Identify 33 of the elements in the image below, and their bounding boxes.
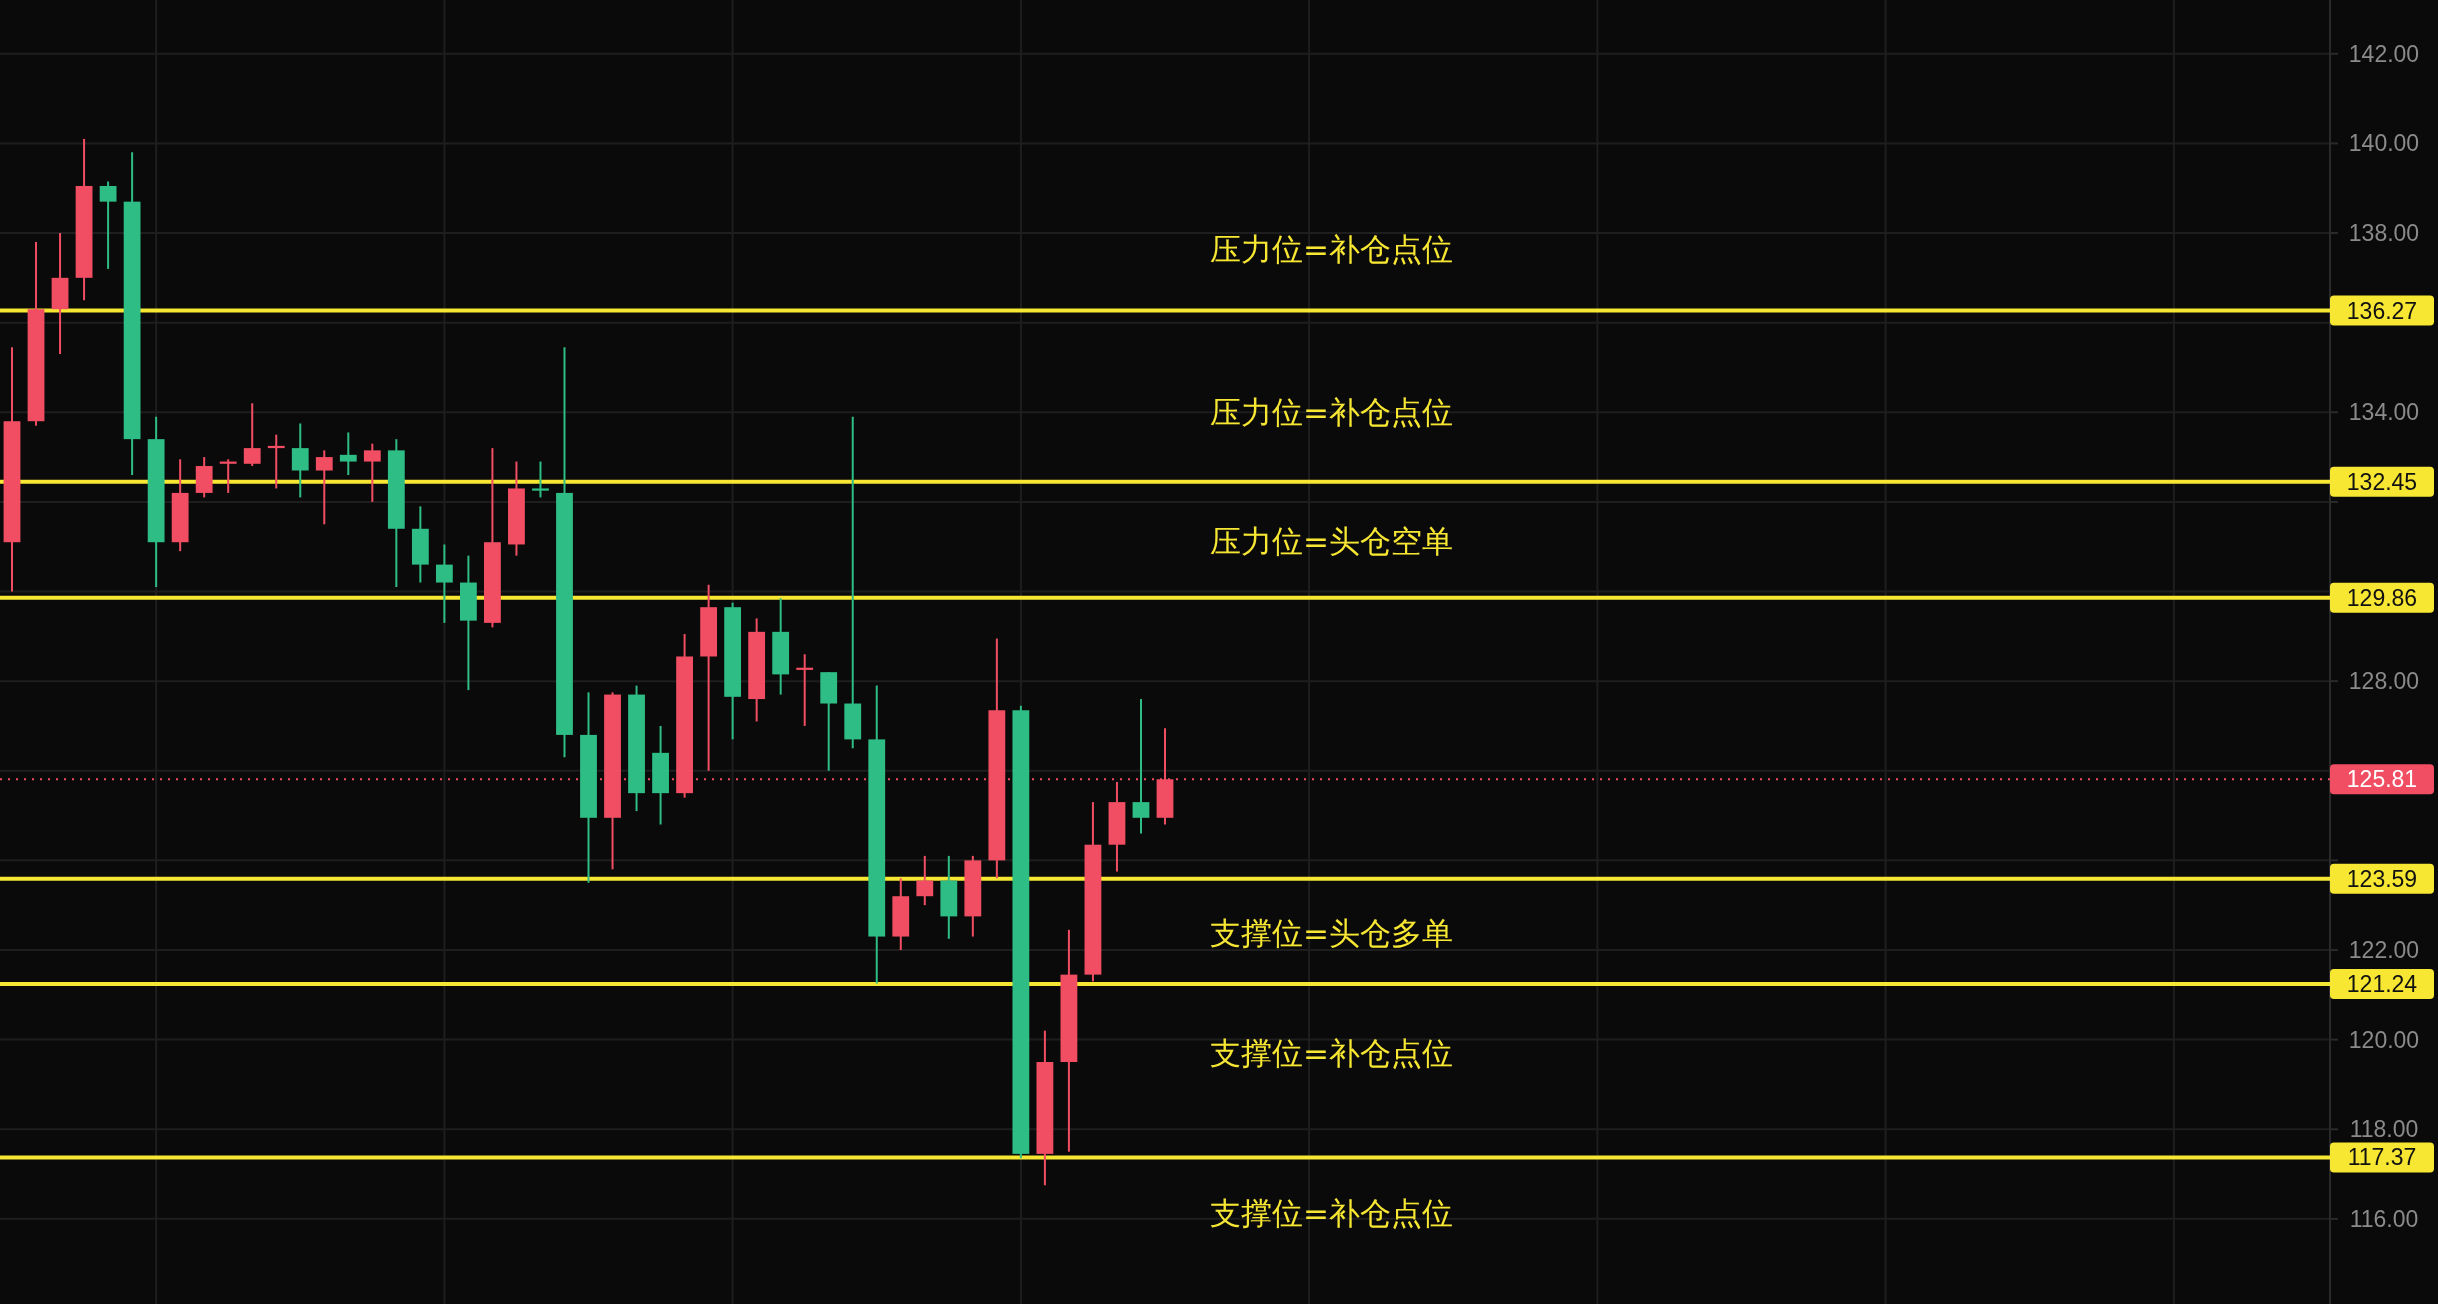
- y-tick-label: 122.00: [2348, 936, 2420, 963]
- y-tick-label: 120.00: [2348, 1026, 2420, 1053]
- ref-line-label: 132.45: [2346, 468, 2418, 495]
- ref-line-label: 123.59: [2346, 865, 2418, 892]
- y-tick-label: 134.00: [2348, 399, 2420, 426]
- candlestick: [1132, 698, 1150, 835]
- candlestick: [435, 543, 453, 624]
- ref-line-label: 117.37: [2347, 1144, 2417, 1171]
- annotation: 压力位=补仓点位: [1210, 231, 1453, 267]
- candlestick: [339, 431, 357, 476]
- candlestick: [363, 442, 381, 503]
- y-tick-label: 118.00: [2349, 1116, 2419, 1143]
- candlestick: [243, 402, 261, 468]
- y-tick-label: 128.00: [2348, 668, 2420, 695]
- y-tick-label: 142.00: [2348, 40, 2420, 67]
- annotation: 压力位=头仓空单: [1210, 523, 1453, 559]
- y-tick-label: 116.00: [2349, 1205, 2419, 1232]
- ref-line-label: 121.24: [2346, 971, 2418, 998]
- annotation: 压力位=补仓点位: [1210, 394, 1453, 430]
- y-tick-label: 140.00: [2348, 130, 2420, 157]
- annotation: 支撑位=头仓多单: [1210, 915, 1453, 951]
- candlestick: [99, 180, 117, 270]
- candlestick: [315, 449, 333, 526]
- candlestick: [916, 854, 934, 907]
- candlestick: [532, 460, 549, 499]
- ref-line-label: 125.81: [2346, 766, 2418, 793]
- y-tick-label: 138.00: [2348, 220, 2420, 247]
- candlestick: [844, 415, 862, 750]
- ref-line-label: 136.27: [2346, 297, 2418, 324]
- annotation: 支撑位=补仓点位: [1210, 1035, 1453, 1071]
- ref-line-label: 129.86: [2346, 584, 2418, 611]
- candlestick: [291, 422, 309, 499]
- annotation: 支撑位=补仓点位: [1210, 1195, 1453, 1231]
